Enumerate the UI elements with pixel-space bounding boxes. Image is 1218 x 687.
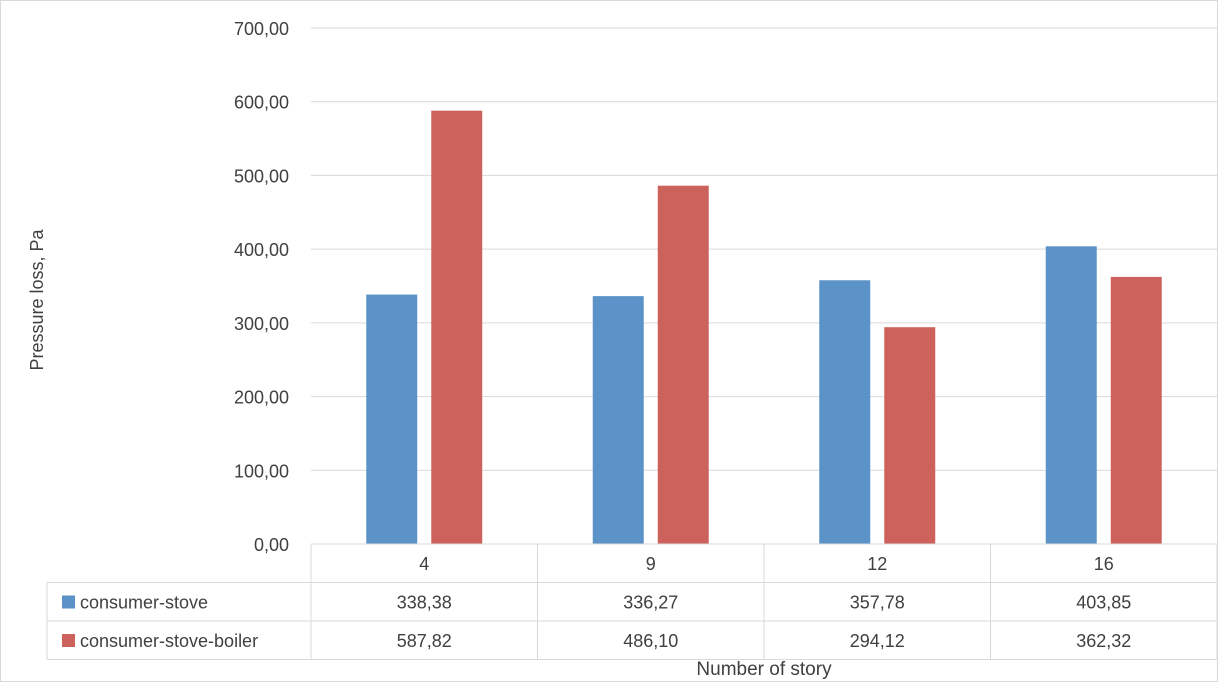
y-tick-label: 600,00 [234,93,289,113]
data-label: 362,32 [1076,631,1131,651]
x-category-label: 12 [867,554,887,574]
y-tick-label: 400,00 [234,240,289,260]
data-label: 338,38 [397,593,452,613]
legend-label: consumer-stove-boiler [80,631,258,651]
y-tick-label: 100,00 [234,461,289,481]
x-category-label: 4 [419,554,429,574]
x-axis-title: Number of story [696,659,832,680]
bar-consumer-stove-boiler-4 [431,110,483,544]
y-axis-title: Pressure loss, Pa [27,228,47,370]
x-category-label: 9 [646,554,656,574]
data-label: 294,12 [850,631,905,651]
data-label: 403,85 [1076,593,1131,613]
y-tick-label: 500,00 [234,166,289,186]
y-tick-label: 0,00 [254,535,289,555]
bar-consumer-stove-boiler-16 [1110,276,1162,544]
bar-consumer-stove-16 [1045,246,1097,544]
x-category-label: 16 [1094,554,1114,574]
legend-label: consumer-stove [80,593,208,613]
legend-swatch-consumer-stove [62,595,75,609]
bar-consumer-stove-boiler-9 [657,185,709,544]
legend-swatch-consumer-stove-boiler [62,634,75,647]
bar-consumer-stove-boiler-12 [884,327,936,544]
data-label: 587,82 [397,631,452,651]
y-tick-label: 200,00 [234,388,289,408]
data-label: 357,78 [850,593,905,613]
y-tick-label: 700,00 [234,19,289,39]
bar-consumer-stove-9 [592,296,644,544]
data-label: 336,27 [623,593,678,613]
bar-consumer-stove-4 [366,294,418,544]
y-tick-label: 300,00 [234,314,289,334]
data-label: 486,10 [623,631,678,651]
bar-consumer-stove-12 [819,280,871,544]
